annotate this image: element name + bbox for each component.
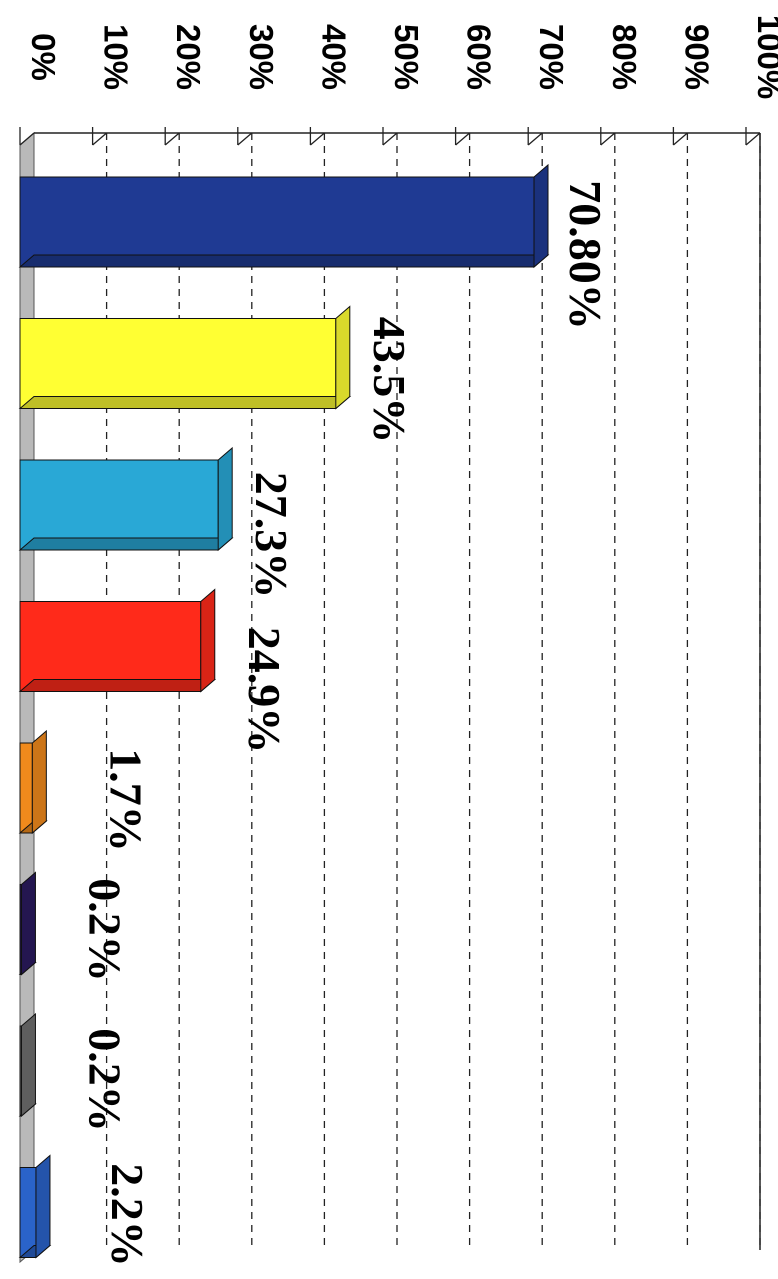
tick-label: 60% bbox=[461, 24, 498, 90]
bar-end bbox=[31, 729, 47, 835]
tick-label: 10% bbox=[98, 24, 135, 90]
bar bbox=[18, 163, 550, 269]
bars bbox=[18, 163, 550, 1259]
bar-end bbox=[335, 305, 351, 410]
data-label: 43.5% bbox=[364, 317, 415, 444]
data-label: 27.3% bbox=[246, 472, 297, 599]
bar-side bbox=[18, 254, 550, 268]
bar-end bbox=[533, 163, 549, 269]
tick-label: 70% bbox=[533, 24, 570, 90]
tick-label: 90% bbox=[678, 24, 715, 90]
bar-face bbox=[19, 318, 337, 409]
bar-face bbox=[19, 1167, 37, 1258]
data-label: 0.2% bbox=[79, 878, 130, 982]
bar bbox=[18, 1012, 37, 1118]
bar-side bbox=[18, 679, 217, 692]
value-axis: 0% 10% 20% 30% 40% 50% 60% 70% 80% 90% 100% bbox=[19, 15, 778, 145]
tick-label: 80% bbox=[606, 24, 643, 90]
bar-end bbox=[35, 1154, 51, 1259]
tick-label: 30% bbox=[243, 24, 280, 90]
gridline-depth bbox=[455, 132, 471, 146]
gridline-depth bbox=[309, 132, 325, 146]
bar-face bbox=[19, 176, 535, 268]
bar-end bbox=[200, 588, 216, 693]
bar bbox=[18, 1154, 52, 1259]
tick-label: 50% bbox=[388, 24, 425, 90]
data-label: 2.2% bbox=[102, 1163, 153, 1267]
bar-end bbox=[20, 871, 36, 976]
bar bbox=[18, 446, 234, 552]
gridline-depth bbox=[382, 132, 398, 146]
gridline-depth bbox=[527, 132, 543, 146]
bar-face bbox=[19, 459, 219, 551]
gridline-depth bbox=[237, 132, 253, 146]
gridline-depth bbox=[745, 132, 761, 146]
gridline-depth bbox=[672, 132, 688, 146]
data-labels: 70.80% 43.5% 27.3% 24.9% 1.7% 0.2% 0.2% 2.2% bbox=[79, 180, 611, 1267]
bar-side bbox=[18, 537, 234, 551]
data-label: 0.2% bbox=[79, 1028, 130, 1132]
bar-side bbox=[18, 396, 352, 409]
tick-label: 20% bbox=[170, 24, 207, 90]
gridline-depth bbox=[19, 132, 35, 146]
tick-label: 40% bbox=[315, 24, 352, 90]
gridline-depth bbox=[600, 132, 616, 146]
bar bbox=[18, 729, 48, 835]
bar-face bbox=[19, 742, 33, 834]
data-label: 24.9% bbox=[239, 627, 290, 754]
data-label: 1.7% bbox=[100, 748, 151, 852]
bar bbox=[18, 305, 352, 410]
bar bbox=[18, 871, 37, 976]
tick-label: 0% bbox=[25, 33, 62, 81]
tick-label: 100% bbox=[751, 15, 778, 99]
bar-face bbox=[19, 601, 202, 692]
bar-end bbox=[20, 1012, 36, 1118]
bar-end bbox=[217, 446, 233, 552]
gridline-depth bbox=[92, 132, 108, 146]
data-label: 70.80% bbox=[560, 180, 611, 330]
bar bbox=[18, 588, 217, 693]
gridline-depth bbox=[164, 132, 180, 146]
